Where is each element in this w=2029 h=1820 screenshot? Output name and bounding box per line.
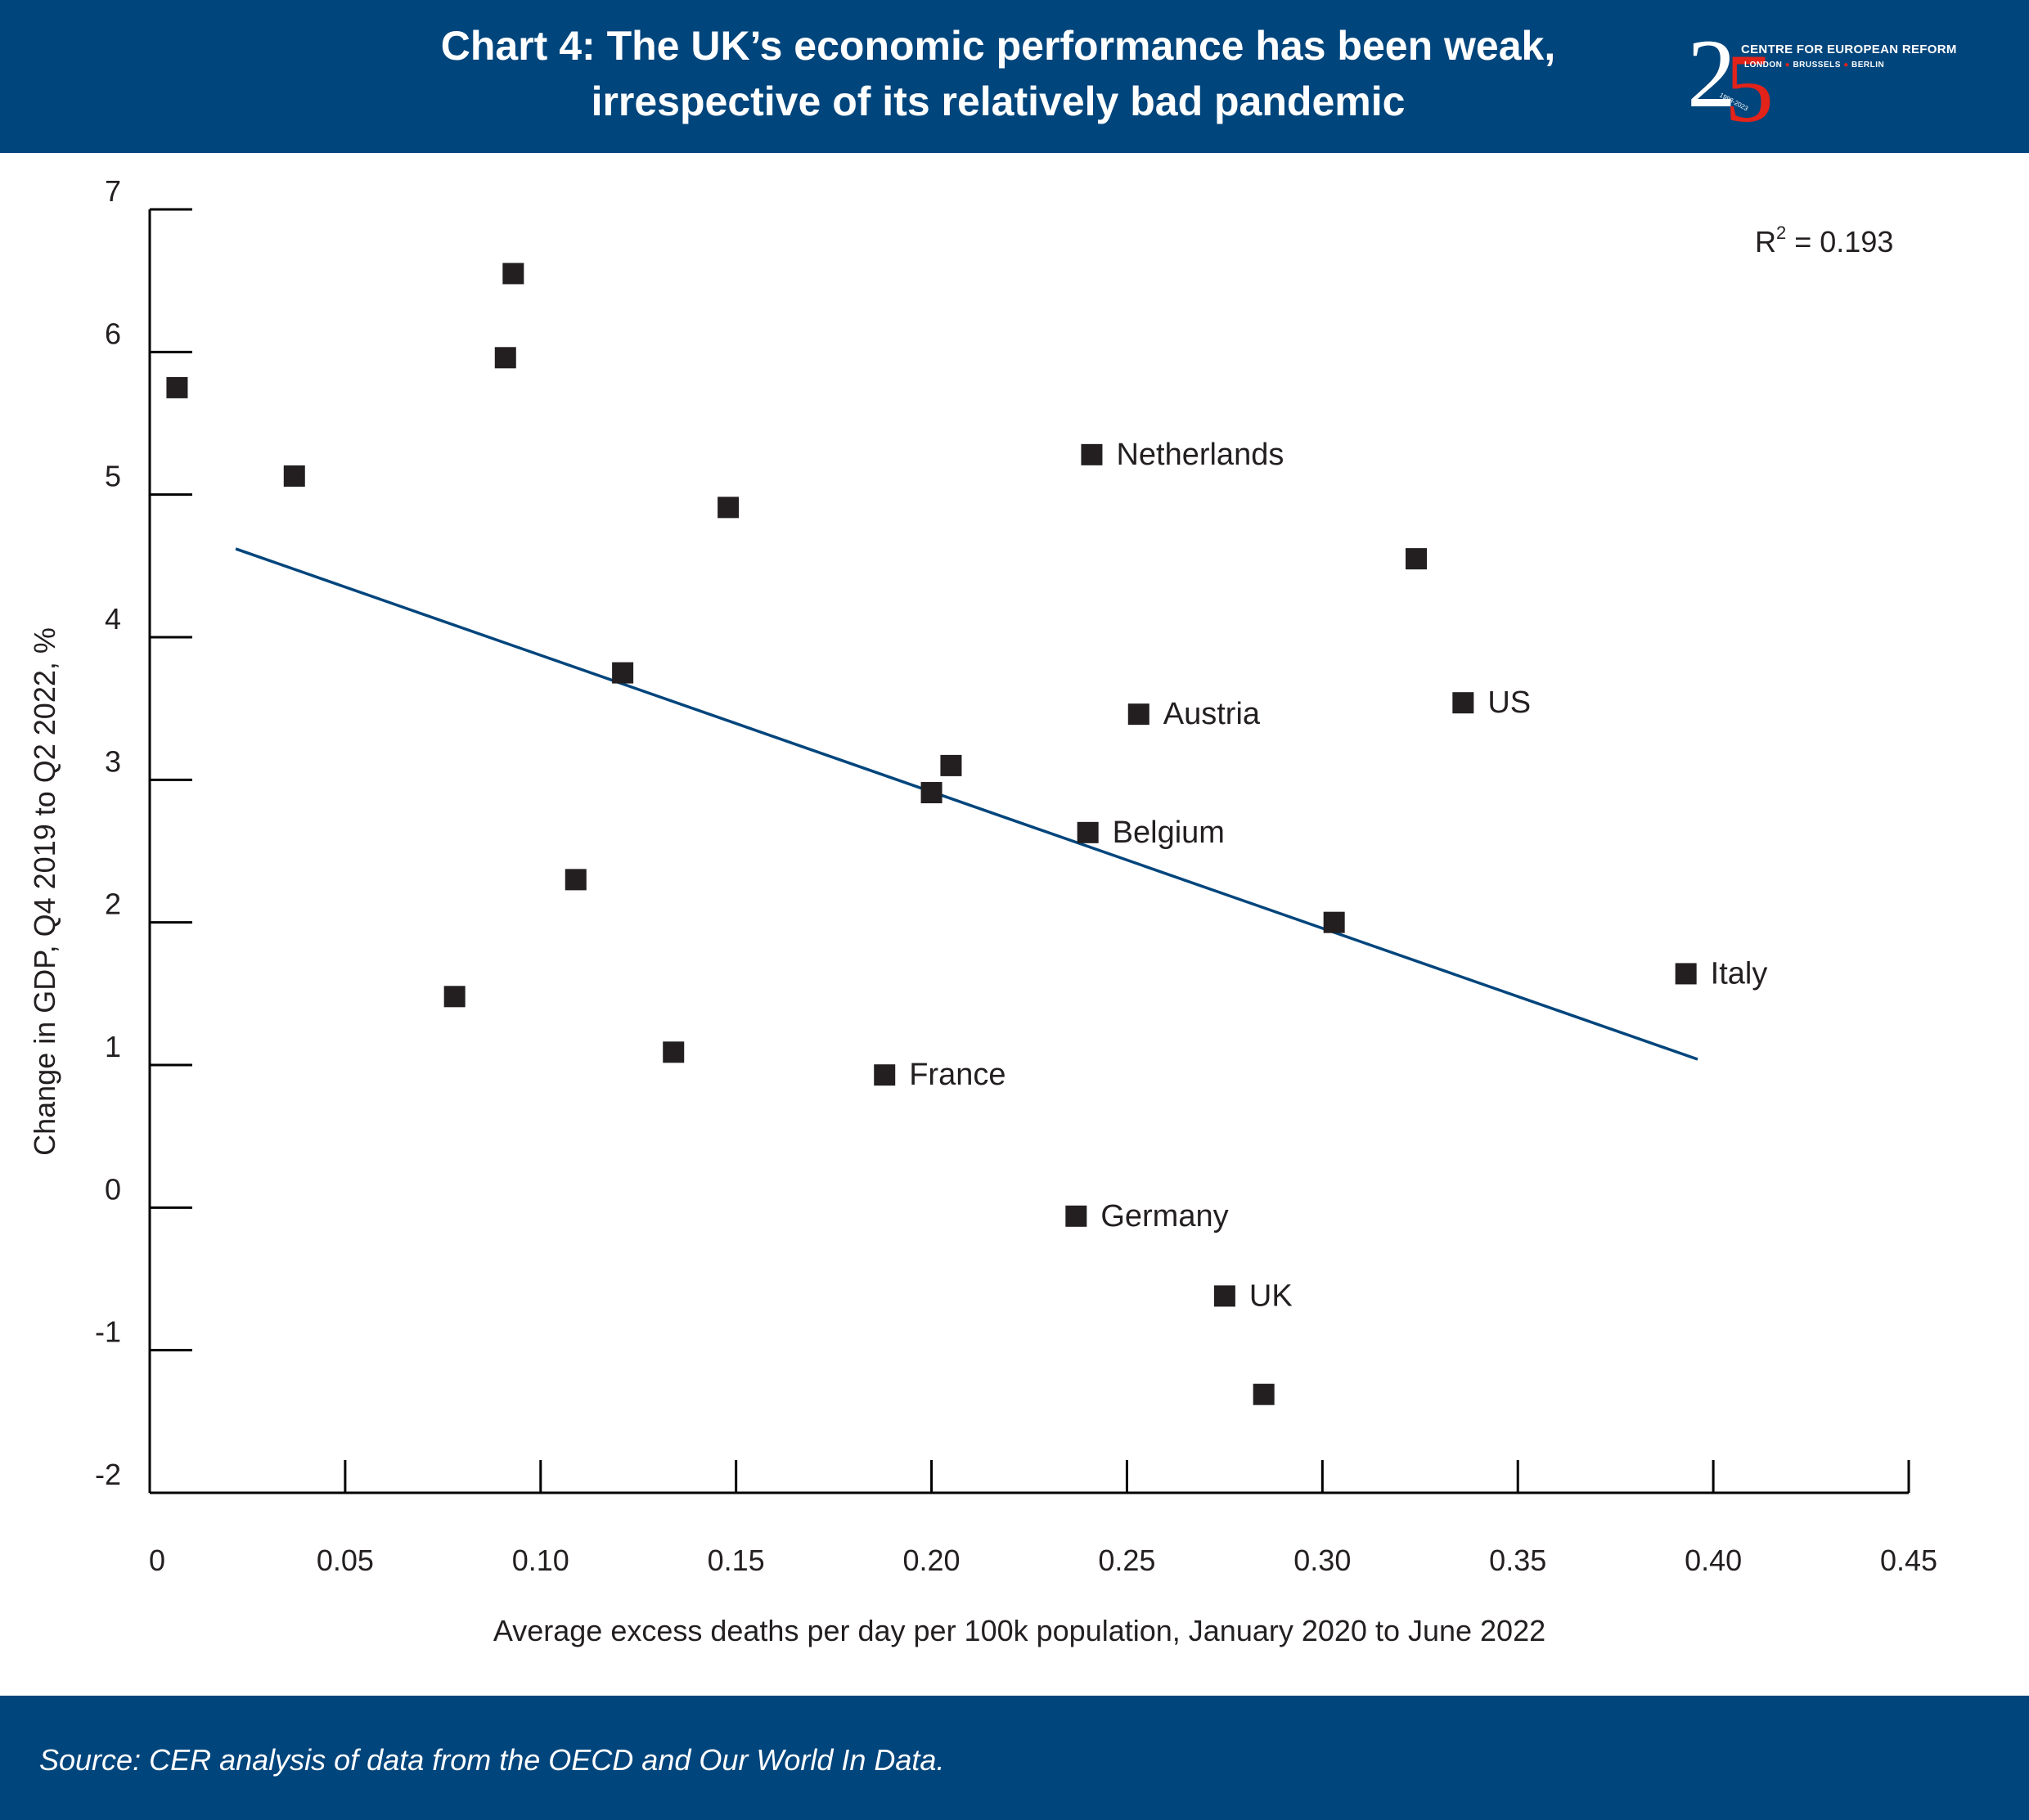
chart-title-line2: irrespective of its relatively bad pande…: [591, 79, 1406, 124]
x-tick-label: 0.20: [903, 1544, 961, 1577]
y-ticks: 7 6 5 4 3 2 1 0 -1 -2: [95, 174, 192, 1494]
data-point-label: Belgium: [1113, 816, 1225, 850]
data-point: [565, 869, 587, 891]
data-point: [1213, 1285, 1235, 1307]
data-point: [1452, 692, 1474, 714]
y-tick-label: 3: [105, 744, 121, 778]
r-squared-r: R: [1755, 225, 1776, 258]
x-tick-label: 0.30: [1293, 1544, 1351, 1577]
data-point: [283, 465, 305, 488]
data-point: [1065, 1205, 1087, 1227]
data-point-label: UK: [1249, 1278, 1293, 1313]
data-point: [1406, 548, 1427, 570]
data-points: France Germany Belgium Netherlands Austria UK…: [166, 263, 1768, 1405]
y-tick-label: 0: [105, 1172, 121, 1206]
y-axis-title: Change in GDP, Q4 2019 to Q2 2022, %: [28, 627, 61, 1156]
logo-name: CENTRE FOR EUROPEAN REFORM: [1741, 43, 1957, 56]
data-point: [1323, 911, 1345, 933]
y-tick-label: 1: [105, 1030, 121, 1063]
r-squared-sup: 2: [1776, 222, 1786, 243]
data-point: [1675, 963, 1697, 985]
y-tick-label: 5: [105, 460, 121, 493]
data-point-label: US: [1487, 685, 1531, 720]
r-squared-annotation: R2 = 0.193: [1755, 222, 1893, 258]
data-point-label: Italy: [1711, 956, 1768, 991]
y-axis: 7 6 5 4 3 2 1 0 -1 -2: [95, 174, 192, 1494]
data-point: [1127, 703, 1149, 726]
x-tick-label: 0.35: [1489, 1544, 1546, 1577]
data-point: [502, 263, 524, 285]
chart-footer: Source: CER analysis of data from the OE…: [0, 1696, 2029, 1820]
chart-title: Chart 4: The UK’s economic performance h…: [131, 18, 1865, 129]
data-point: [874, 1064, 896, 1086]
x-axis-title: Average excess deaths per day per 100k p…: [493, 1614, 1545, 1647]
data-point: [494, 347, 516, 369]
r-squared-value: = 0.193: [1786, 225, 1893, 258]
x-tick-label: 0.15: [708, 1544, 765, 1577]
y-tick-label: 4: [105, 602, 121, 636]
x-tick-label: 0.10: [512, 1544, 569, 1577]
data-point: [612, 662, 634, 684]
data-point: [1077, 821, 1099, 843]
data-point-label: Germany: [1100, 1199, 1228, 1234]
logo-separator: ●: [1843, 61, 1852, 70]
logo-number-2: 2: [1687, 19, 1736, 128]
logo-cities: LONDON ● BRUSSELS ● BERLIN: [1744, 61, 1884, 70]
logo-city-brussels: BRUSSELS: [1793, 61, 1841, 70]
data-point: [443, 986, 466, 1008]
data-point: [940, 754, 962, 776]
scatter-chart: 7 6 5 4 3 2 1 0 -1 -2 0 0.05 0.10 0.15 0.20 0.25 0.30 0.…: [28, 174, 1937, 1647]
cer-logo: 2 5 CENTRE FOR EUROPEAN REFORM LONDON ● …: [1685, 25, 1980, 139]
data-point-label: Austria: [1163, 697, 1261, 731]
chart-header: Chart 4: The UK’s economic performance h…: [0, 0, 2029, 153]
data-point: [920, 782, 943, 804]
y-tick-label: 7: [105, 174, 121, 208]
logo-number-5: 5: [1725, 34, 1774, 142]
logo-city-berlin: BERLIN: [1851, 61, 1885, 70]
y-tick-label: -1: [95, 1315, 121, 1349]
source-note: Source: CER analysis of data from the OE…: [39, 1743, 945, 1777]
x-tick-label: 0.05: [317, 1544, 374, 1577]
trendline: [235, 547, 1698, 1061]
chart-title-line1: Chart 4: The UK’s economic performance h…: [440, 23, 1556, 69]
data-point: [166, 376, 188, 398]
data-point-label: Netherlands: [1116, 438, 1284, 472]
data-point: [663, 1041, 685, 1063]
x-axis: 0 0.05 0.10 0.15 0.20 0.25 0.30 0.35 0.40 0.45: [149, 1460, 1937, 1577]
y-tick-label: 2: [105, 888, 121, 921]
logo-separator: ●: [1784, 61, 1793, 70]
x-tick-label: 0.45: [1880, 1544, 1937, 1577]
data-point: [1253, 1383, 1275, 1405]
data-point-label: France: [909, 1058, 1006, 1092]
data-point: [718, 497, 740, 519]
x-tick-label: 0.40: [1685, 1544, 1742, 1577]
x-tick-label: 0.25: [1098, 1544, 1155, 1577]
logo-city-london: LONDON: [1744, 61, 1783, 70]
x-tick-label: 0: [149, 1544, 165, 1577]
y-tick-label: -2: [95, 1458, 121, 1491]
data-point: [1081, 443, 1103, 465]
y-tick-label: 6: [105, 317, 121, 350]
x-ticks: 0 0.05 0.10 0.15 0.20 0.25 0.30 0.35 0.40 0.45: [149, 1460, 1937, 1577]
